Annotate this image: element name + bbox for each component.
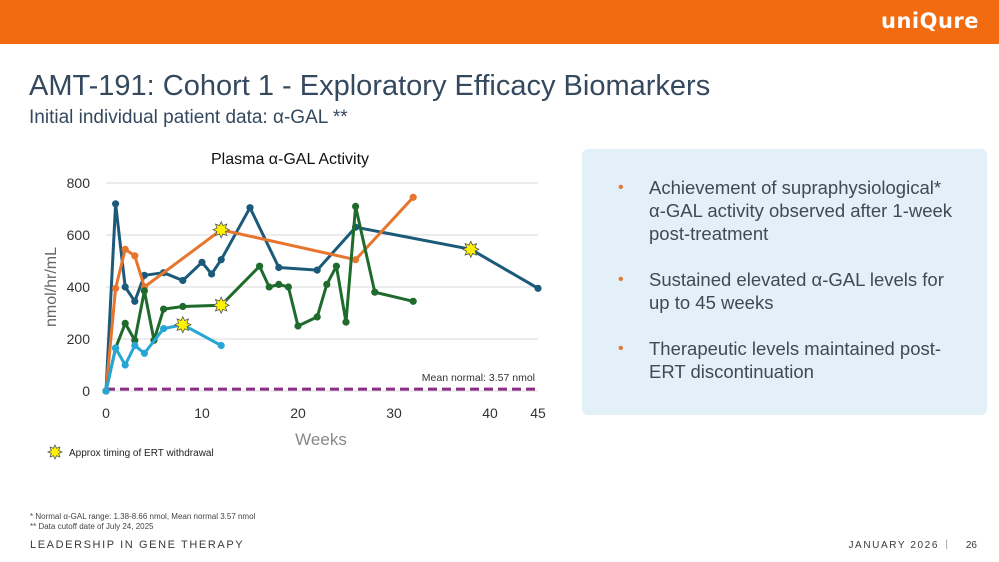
data-point xyxy=(342,318,350,326)
data-point xyxy=(352,256,360,264)
footer-tagline: LEADERSHIP IN GENE THERAPY xyxy=(30,539,245,551)
data-point xyxy=(140,287,148,295)
finding-text: Therapeutic levels maintained post-ERT d… xyxy=(649,338,942,382)
data-point xyxy=(275,263,283,272)
data-point xyxy=(217,341,225,350)
y-tick-label: 400 xyxy=(67,279,91,295)
data-point xyxy=(140,349,148,357)
y-axis-label: nmol/hr/mL xyxy=(43,247,60,327)
data-point xyxy=(160,305,168,313)
ert-withdrawal-star xyxy=(212,220,231,239)
data-point xyxy=(179,302,187,311)
footer-date: JANUARY 2026 xyxy=(848,540,939,551)
alpha-gal-chart: Plasma α-GAL Activity 0 200 400 600 800 0 10 20 3… xyxy=(43,151,546,460)
legend-star-icon xyxy=(47,444,63,460)
data-point xyxy=(246,204,254,212)
legend-label: Approx timing of ERT withdrawal xyxy=(69,448,214,459)
footnote-data-cutoff: ** Data cutoff date of July 24, 2025 xyxy=(30,522,154,531)
data-point xyxy=(112,284,120,292)
y-tick-label: 600 xyxy=(67,227,91,243)
finding-text: Achievement of supraphysiological* α-GAL… xyxy=(649,177,953,244)
mean-normal-label: Mean normal: 3.57 nmol xyxy=(422,372,535,384)
company-logo: uniQure xyxy=(881,9,979,33)
page-number: 26 xyxy=(965,540,977,551)
data-point xyxy=(112,344,120,352)
slide-subtitle: Initial individual patient data: α-GAL *… xyxy=(29,107,348,128)
data-point xyxy=(313,266,321,274)
data-point xyxy=(131,336,139,344)
key-findings-panel: • Achievement of supraphysiological* α-GA… xyxy=(582,149,987,415)
y-tick-label: 800 xyxy=(67,175,91,191)
bullet-icon: • xyxy=(618,271,624,288)
series-line xyxy=(104,323,222,392)
x-tick-label: 20 xyxy=(290,405,306,421)
series-line xyxy=(104,196,415,392)
data-point xyxy=(352,202,360,210)
data-point xyxy=(371,288,379,296)
bullet-icon: • xyxy=(618,340,624,357)
data-point xyxy=(208,270,216,278)
x-tick-label: 30 xyxy=(386,405,402,421)
ert-withdrawal-star xyxy=(461,240,480,259)
data-point xyxy=(313,313,321,321)
data-point xyxy=(409,297,417,305)
finding-item: • Achievement of supraphysiological* α-GA… xyxy=(618,176,958,245)
data-point xyxy=(534,284,542,292)
data-point xyxy=(284,283,292,291)
series-line xyxy=(104,204,414,392)
y-tick-label: 200 xyxy=(67,331,91,347)
footer-separator: | xyxy=(945,539,948,550)
data-point xyxy=(332,262,340,270)
header-bar: uniQure xyxy=(0,0,999,44)
finding-item: • Therapeutic levels maintained post-ERT … xyxy=(618,337,958,383)
data-point xyxy=(121,361,129,369)
data-point xyxy=(179,276,187,285)
series-line xyxy=(104,202,539,392)
ert-withdrawal-star xyxy=(212,296,231,315)
footnote-normal-range: * Normal α-GAL range: 1.38-8.66 nmol, Me… xyxy=(30,512,256,521)
data-point xyxy=(265,283,273,291)
data-point xyxy=(131,341,139,350)
y-tick-label: 0 xyxy=(82,383,90,399)
data-point xyxy=(121,319,129,327)
data-point xyxy=(294,322,302,330)
x-axis-label: Weeks xyxy=(295,430,347,449)
findings-list: • Achievement of supraphysiological* α-GA… xyxy=(618,176,958,406)
data-point xyxy=(131,297,139,305)
data-point xyxy=(112,200,120,208)
data-point xyxy=(131,252,139,260)
x-tick-label: 10 xyxy=(194,405,210,421)
data-point xyxy=(256,262,264,270)
chart-title: Plasma α-GAL Activity xyxy=(211,151,369,168)
data-point xyxy=(217,256,225,264)
data-point xyxy=(275,280,283,288)
finding-text: Sustained elevated α-GAL levels for up t… xyxy=(649,269,944,313)
data-point xyxy=(198,258,206,266)
data-point xyxy=(121,245,129,253)
slide-title: AMT-191: Cohort 1 - Exploratory Efficacy… xyxy=(29,70,711,102)
data-point xyxy=(102,387,110,395)
x-tick-label: 45 xyxy=(530,405,546,421)
data-point xyxy=(323,280,331,288)
data-point xyxy=(409,193,417,201)
bullet-icon: • xyxy=(618,179,624,196)
x-tick-label: 0 xyxy=(102,405,110,421)
ert-withdrawal-star xyxy=(173,315,192,334)
finding-item: • Sustained elevated α-GAL levels for up … xyxy=(618,268,958,314)
data-point xyxy=(160,325,168,333)
x-tick-label: 40 xyxy=(482,405,498,421)
data-point xyxy=(121,283,129,291)
